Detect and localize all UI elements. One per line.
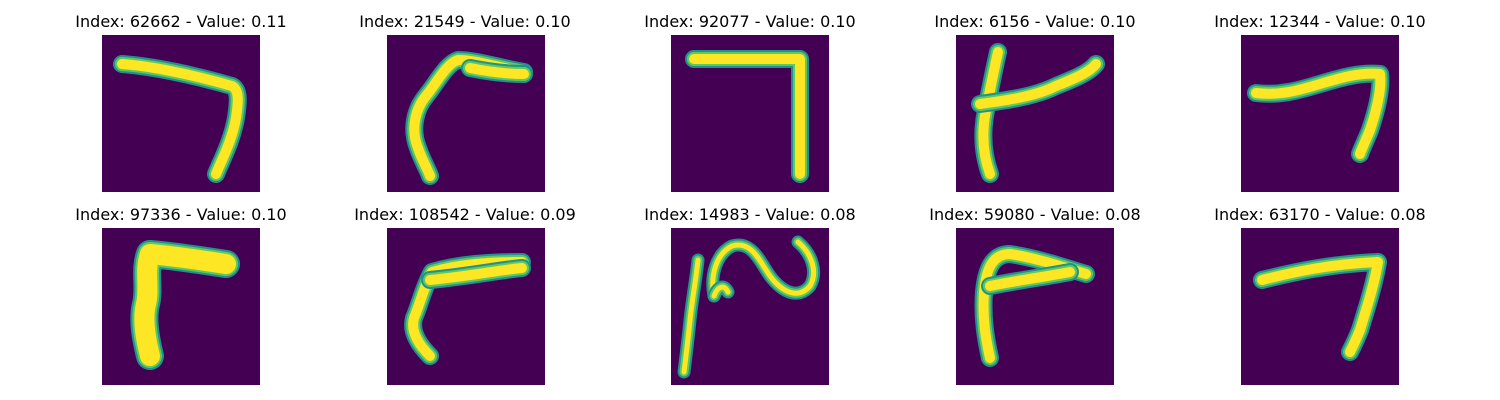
image-panel: Index: 97336 - Value: 0.10 — [75, 205, 287, 385]
image-panel: Index: 12344 - Value: 0.10 — [1214, 12, 1426, 192]
image-panel: Index: 63170 - Value: 0.08 — [1214, 205, 1426, 385]
digit-stroke-layer — [1257, 257, 1383, 357]
digit-stroke-layer — [985, 267, 1075, 291]
image-panel: Index: 92077 - Value: 0.10 — [644, 12, 856, 192]
panel-title: Index: 108542 - Value: 0.09 — [354, 205, 576, 224]
panel-title: Index: 62662 - Value: 0.11 — [75, 12, 286, 31]
image-panel: Index: 62662 - Value: 0.11 — [75, 12, 287, 192]
digit-stroke-layer — [710, 239, 816, 299]
digit-stroke-layer — [681, 257, 701, 375]
digit-stroke-layer — [1251, 68, 1386, 159]
panel-title: Index: 14983 - Value: 0.08 — [644, 205, 855, 224]
panel-title: Index: 12344 - Value: 0.10 — [1214, 12, 1425, 31]
panel-title: Index: 97336 - Value: 0.10 — [75, 205, 286, 224]
panel-title: Index: 59080 - Value: 0.08 — [929, 205, 1140, 224]
image-panel: Index: 21549 - Value: 0.10 — [359, 12, 571, 192]
digit-stroke-layer — [117, 59, 243, 179]
panel-title: Index: 92077 - Value: 0.10 — [644, 12, 855, 31]
digit-stroke-layer — [978, 249, 1091, 363]
digit-stroke-layer — [425, 263, 527, 285]
digit-stroke-layer — [689, 54, 805, 179]
digit-stroke-layer — [975, 59, 1101, 109]
panel-title: Index: 63170 - Value: 0.08 — [1214, 205, 1425, 224]
digit-stroke-layer — [465, 63, 529, 79]
digit-stroke-layer — [711, 284, 731, 299]
image-panel: Index: 108542 - Value: 0.09 — [354, 205, 576, 385]
digit-stroke-layer — [408, 257, 527, 361]
digit-stroke-layer — [134, 244, 236, 366]
panel-title: Index: 21549 - Value: 0.10 — [359, 12, 570, 31]
image-panel: Index: 6156 - Value: 0.10 — [934, 12, 1136, 192]
image-panel: Index: 14983 - Value: 0.08 — [644, 205, 856, 385]
panel-title: Index: 6156 - Value: 0.10 — [934, 12, 1135, 31]
image-panel: Index: 59080 - Value: 0.08 — [929, 205, 1141, 385]
